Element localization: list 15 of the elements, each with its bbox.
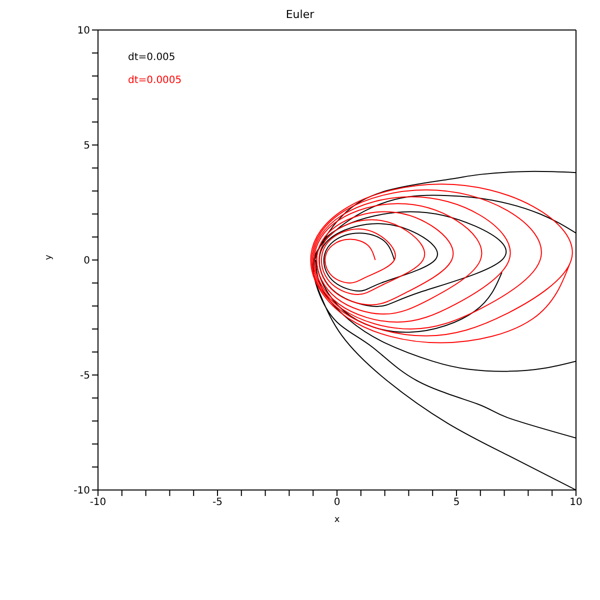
y-axis-title: y: [44, 254, 54, 260]
x-axis-title: x: [334, 515, 340, 525]
y-tick-label: 0: [84, 256, 90, 267]
text: dt=0.005: [128, 52, 176, 63]
chart-title: Euler: [284, 8, 316, 21]
text: dt=0.0005: [128, 75, 183, 86]
y-tick-label: -10: [74, 486, 90, 497]
x-tick-label: 0: [334, 497, 340, 508]
x-tick-label: 5: [453, 497, 460, 508]
y-tick-label: 5: [84, 140, 90, 152]
line-series: [310, 184, 572, 344]
x-tick-label: 10: [570, 497, 582, 508]
y-tick-label: 10: [77, 26, 90, 37]
x-tick-label: -5: [212, 497, 222, 508]
y-tick-label: -5: [80, 370, 90, 382]
